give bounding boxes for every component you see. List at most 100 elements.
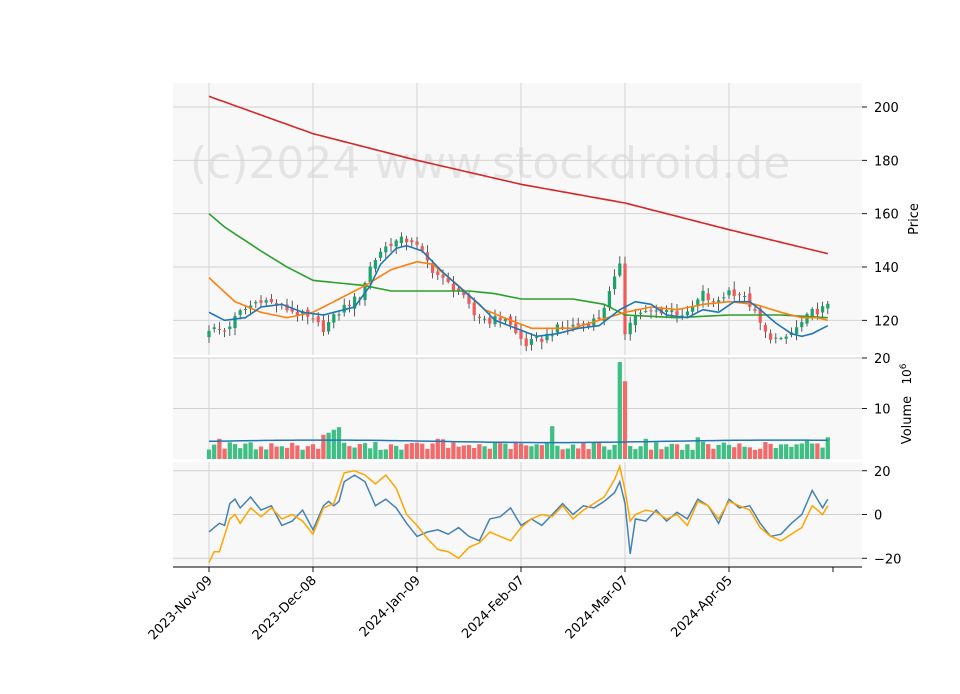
- volume-bar: [643, 438, 648, 459]
- candlestick: [633, 308, 638, 333]
- candle-body: [633, 315, 638, 326]
- candle-body: [529, 339, 534, 345]
- volume-bar: [721, 442, 726, 459]
- candlestick: [254, 300, 258, 308]
- volume-bar: [752, 449, 758, 459]
- candle-body: [763, 324, 768, 332]
- volume-bar: [607, 449, 612, 459]
- candlestick: [222, 328, 227, 338]
- volume-bar: [555, 445, 560, 459]
- volume-bar: [331, 429, 336, 459]
- candle-body: [612, 276, 617, 290]
- candlestick: [217, 322, 222, 335]
- candle-body: [597, 317, 601, 320]
- candle-body: [560, 326, 565, 328]
- volume-bar: [534, 444, 539, 459]
- volume-bar: [388, 444, 394, 459]
- candle-body: [228, 326, 232, 330]
- volume-bar: [773, 448, 778, 459]
- candle-body: [420, 246, 424, 251]
- candle-body: [784, 336, 788, 339]
- volume-bar: [206, 449, 212, 459]
- candle-body: [352, 296, 357, 309]
- candle-body: [654, 310, 658, 312]
- moving-average-sma50: [208, 213, 828, 319]
- volume-bar: [368, 448, 373, 459]
- candle-body: [498, 317, 502, 321]
- volume-bar: [295, 445, 300, 459]
- volume-bar: [763, 442, 768, 459]
- volume-bar: [529, 446, 534, 459]
- volume-bar: [492, 442, 498, 459]
- volume-bar: [690, 449, 695, 459]
- candlestick: [820, 301, 825, 318]
- candlestick: [389, 238, 393, 252]
- candle-body: [269, 298, 274, 303]
- candlestick: [404, 235, 409, 251]
- candle-body: [815, 308, 820, 315]
- volume-bar: [669, 443, 674, 459]
- candle-body: [675, 311, 679, 315]
- y-tick-label: 10: [874, 403, 891, 418]
- volume-bar: [264, 449, 269, 459]
- candlestick: [430, 259, 435, 279]
- price-panel: [207, 95, 830, 352]
- volume-bar: [680, 449, 685, 459]
- candle-body: [430, 262, 435, 274]
- volume-bar: [539, 445, 544, 459]
- candle-body: [243, 308, 248, 310]
- candle-body: [477, 316, 482, 318]
- volume-bar: [820, 447, 825, 459]
- candle-body: [571, 324, 575, 327]
- candle-body: [436, 271, 440, 276]
- candle-body: [534, 337, 539, 339]
- candle-body: [415, 241, 419, 245]
- candle-body: [586, 324, 591, 327]
- candle-body: [618, 263, 622, 276]
- volume-bar: [227, 442, 232, 459]
- candle-body: [347, 304, 352, 307]
- volume-bar: [732, 447, 737, 459]
- candlestick: [727, 287, 731, 299]
- x-tick-label: 2023-Dec-08: [250, 573, 320, 643]
- candlestick: [612, 269, 617, 295]
- candle-body: [212, 327, 216, 330]
- volume-bar: [804, 440, 810, 459]
- candlestick: [352, 293, 357, 317]
- candlestick: [264, 297, 268, 308]
- volume-bar: [596, 442, 602, 459]
- candle-body: [451, 283, 456, 291]
- candlestick: [540, 335, 544, 350]
- candle-body: [628, 322, 632, 335]
- volume-bar: [659, 449, 664, 459]
- candle-body: [644, 311, 648, 313]
- volume-bar: [305, 446, 310, 459]
- candlestick: [326, 314, 331, 335]
- candlestick: [384, 241, 388, 260]
- candle-body: [384, 246, 388, 253]
- candle-body: [685, 311, 690, 316]
- candlestick: [826, 300, 830, 315]
- volume-bar: [825, 437, 830, 459]
- candle-body: [326, 321, 331, 332]
- y-tick-label: 180: [874, 154, 899, 169]
- volume-bar: [290, 442, 295, 459]
- candlestick: [675, 303, 679, 323]
- candle-body: [264, 300, 268, 303]
- volume-bar: [399, 449, 404, 459]
- candlestick: [259, 295, 263, 307]
- volume-bar: [394, 445, 399, 459]
- candlestick: [233, 312, 237, 336]
- volume-unit-label: 106: [899, 363, 914, 384]
- volume-bar: [435, 438, 440, 459]
- volume-bar: [274, 446, 279, 459]
- volume-bar: [524, 445, 529, 459]
- candle-body: [607, 291, 612, 308]
- candle-body: [248, 305, 253, 309]
- candlestick: [311, 313, 315, 323]
- volume-bar: [586, 449, 591, 459]
- candle-body: [742, 295, 747, 297]
- volume-bar: [565, 448, 570, 459]
- candlestick: [690, 300, 695, 315]
- candle-body: [706, 293, 710, 301]
